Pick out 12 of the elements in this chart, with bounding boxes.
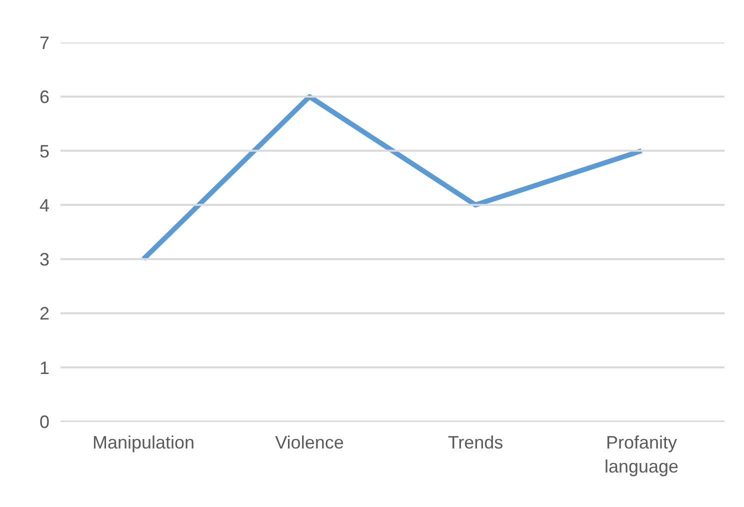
y-tick-label: 4 (39, 195, 50, 216)
x-tick-label: Violence (275, 432, 344, 452)
y-tick-label: 2 (39, 304, 50, 324)
y-tick-label: 7 (39, 33, 50, 53)
x-tick-label: Manipulation (92, 432, 195, 452)
y-tick-label: 1 (39, 358, 50, 378)
y-tick-label: 3 (39, 250, 50, 270)
y-tick-label: 6 (39, 87, 50, 108)
y-tick-label: 5 (39, 141, 50, 162)
x-tick-label: Trends (448, 432, 504, 452)
x-tick-label: Profanity language (604, 432, 679, 476)
y-tick-label: 0 (39, 412, 50, 432)
